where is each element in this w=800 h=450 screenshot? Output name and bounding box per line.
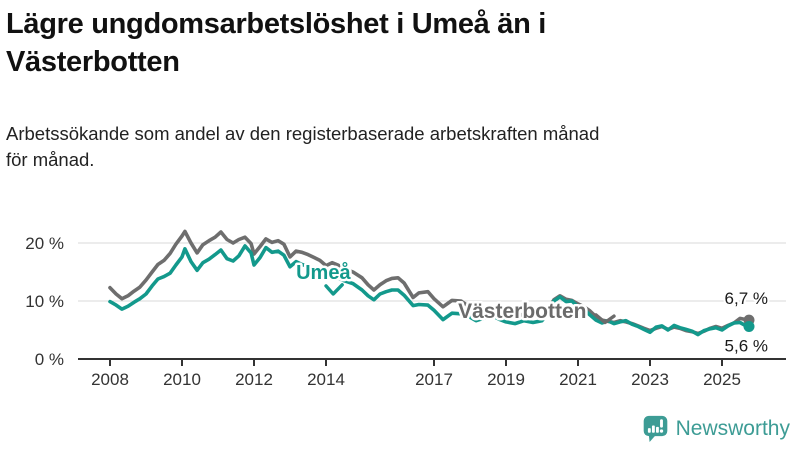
page-subtitle: Arbetssökande som andel av den registerb… xyxy=(6,123,600,171)
y-tick-label: 20 % xyxy=(25,234,64,253)
page-title: Lägre ungdomsarbetslöshet i Umeå än i Vä… xyxy=(6,8,547,78)
series-line-vasterbotten xyxy=(108,229,751,336)
series-end-dot-umea xyxy=(743,321,755,333)
x-tick-label: 2010 xyxy=(163,370,201,389)
x-tick-label: 2019 xyxy=(487,370,525,389)
x-tick-label: 2014 xyxy=(307,370,345,389)
series-line-umea xyxy=(108,244,751,337)
end-value-label-umea: 5,6 % xyxy=(725,337,768,356)
y-tick-label: 10 % xyxy=(25,292,64,311)
label-arrow xyxy=(324,283,344,296)
series-name-label: Västerbotten xyxy=(458,300,586,323)
unemployment-line-chart: 0 % 10 % 20 % 2008 2010 2012 2014 2017 2019 2021 2… xyxy=(25,229,786,389)
newsworthy-logo: Newsworthy xyxy=(642,414,790,443)
x-tick-label: 2025 xyxy=(703,370,741,389)
x-tick-label: 2023 xyxy=(631,370,669,389)
end-value-label-vasterbotten: 6,7 % xyxy=(725,289,768,308)
x-tick-label: 2008 xyxy=(91,370,129,389)
bar-chart-speech-bubble-icon xyxy=(643,415,667,442)
x-tick-label: 2017 xyxy=(415,370,453,389)
brand-name: Newsworthy xyxy=(675,416,790,440)
x-tick-label: 2012 xyxy=(235,370,273,389)
x-tick-label: 2021 xyxy=(559,370,597,389)
series-name-label: Umeå xyxy=(296,261,351,284)
y-tick-label: 0 % xyxy=(35,350,64,369)
label-arrow xyxy=(594,313,616,325)
